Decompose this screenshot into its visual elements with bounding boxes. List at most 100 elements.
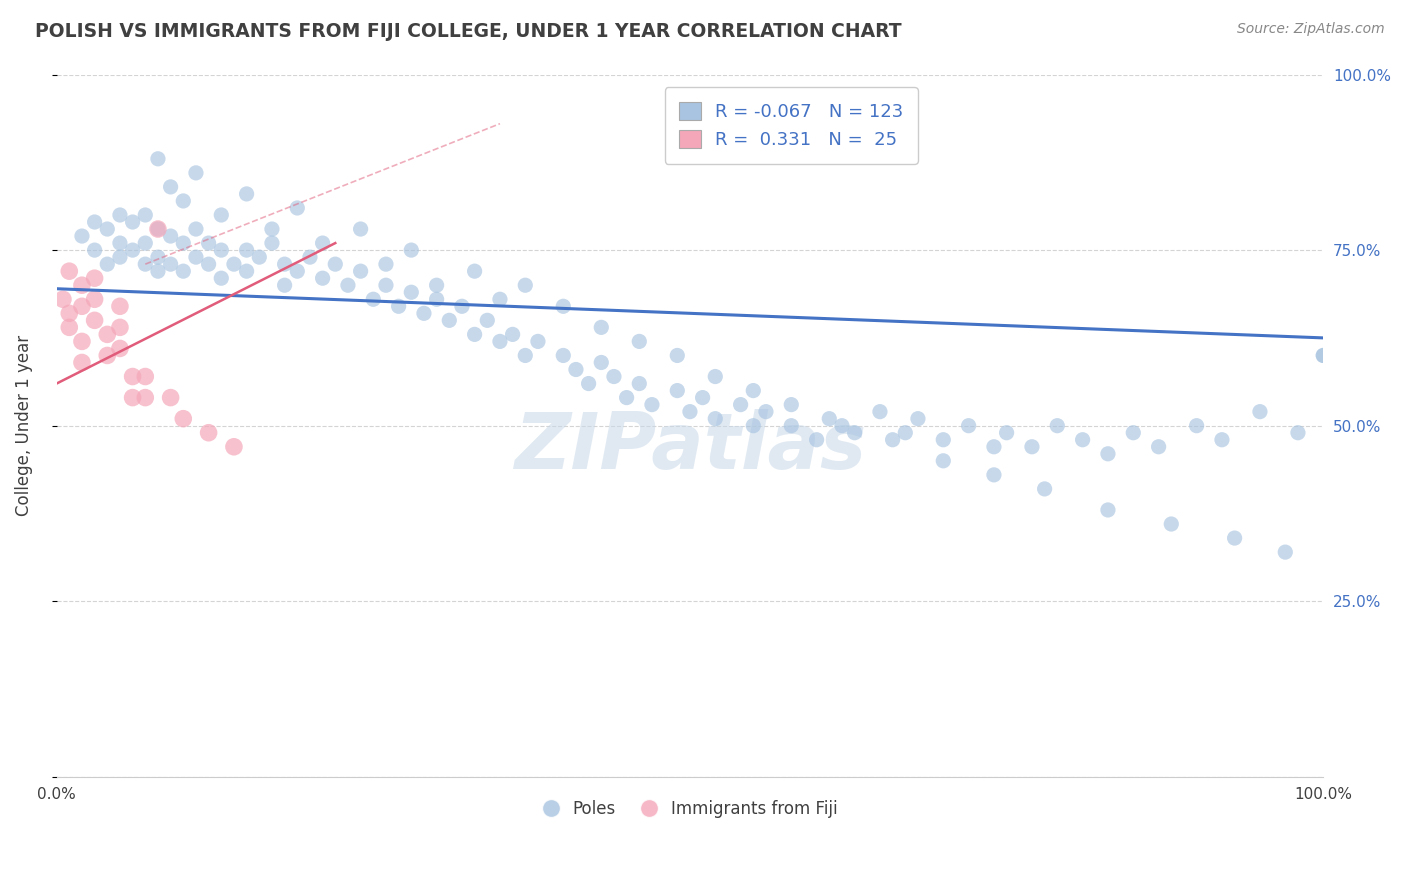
Point bbox=[831, 418, 853, 433]
Point bbox=[134, 208, 156, 222]
Point bbox=[260, 236, 283, 251]
Point bbox=[1312, 348, 1334, 362]
Point bbox=[172, 264, 194, 278]
Point bbox=[70, 299, 93, 313]
Point bbox=[983, 467, 1005, 482]
Point bbox=[172, 194, 194, 208]
Point bbox=[1071, 433, 1094, 447]
Point bbox=[209, 271, 232, 285]
Point bbox=[591, 320, 613, 334]
Point bbox=[247, 250, 270, 264]
Point bbox=[70, 229, 93, 244]
Point bbox=[666, 348, 689, 362]
Point bbox=[426, 278, 449, 293]
Point bbox=[121, 215, 143, 229]
Point bbox=[70, 278, 93, 293]
Point bbox=[197, 257, 219, 271]
Point bbox=[83, 243, 105, 257]
Point bbox=[108, 299, 131, 313]
Point bbox=[184, 250, 207, 264]
Point bbox=[197, 236, 219, 251]
Point bbox=[96, 327, 118, 342]
Y-axis label: College, Under 1 year: College, Under 1 year bbox=[15, 335, 32, 516]
Point bbox=[222, 257, 245, 271]
Point bbox=[146, 222, 169, 236]
Point bbox=[869, 404, 891, 418]
Point bbox=[121, 243, 143, 257]
Point bbox=[692, 391, 714, 405]
Point bbox=[995, 425, 1018, 440]
Point bbox=[108, 208, 131, 222]
Point bbox=[235, 243, 257, 257]
Point bbox=[285, 264, 308, 278]
Point bbox=[932, 433, 955, 447]
Point bbox=[742, 384, 765, 398]
Point bbox=[439, 313, 461, 327]
Point bbox=[666, 384, 689, 398]
Point bbox=[108, 250, 131, 264]
Point bbox=[983, 440, 1005, 454]
Point bbox=[1185, 418, 1208, 433]
Text: ZIPatlas: ZIPatlas bbox=[513, 409, 866, 484]
Point bbox=[1160, 516, 1182, 531]
Point bbox=[209, 243, 232, 257]
Point bbox=[464, 264, 486, 278]
Point bbox=[121, 391, 143, 405]
Point bbox=[578, 376, 600, 391]
Point bbox=[704, 411, 727, 425]
Point bbox=[907, 411, 929, 425]
Point bbox=[489, 293, 512, 307]
Point bbox=[159, 180, 181, 194]
Point bbox=[780, 398, 803, 412]
Point bbox=[957, 418, 980, 433]
Point bbox=[1223, 531, 1246, 545]
Point bbox=[172, 236, 194, 251]
Point bbox=[1097, 447, 1119, 461]
Point bbox=[58, 306, 80, 320]
Point bbox=[780, 418, 803, 433]
Point bbox=[401, 243, 423, 257]
Point bbox=[146, 152, 169, 166]
Point bbox=[146, 222, 169, 236]
Point bbox=[184, 222, 207, 236]
Point bbox=[134, 257, 156, 271]
Point bbox=[134, 369, 156, 384]
Point bbox=[58, 264, 80, 278]
Point bbox=[1211, 433, 1233, 447]
Point bbox=[323, 257, 346, 271]
Point bbox=[361, 293, 384, 307]
Point bbox=[298, 250, 321, 264]
Point bbox=[134, 236, 156, 251]
Point bbox=[311, 236, 333, 251]
Point bbox=[628, 334, 651, 349]
Point bbox=[844, 425, 866, 440]
Point bbox=[553, 299, 575, 313]
Text: Source: ZipAtlas.com: Source: ZipAtlas.com bbox=[1237, 22, 1385, 37]
Point bbox=[311, 271, 333, 285]
Point bbox=[222, 440, 245, 454]
Point bbox=[96, 348, 118, 362]
Point bbox=[894, 425, 917, 440]
Point bbox=[235, 264, 257, 278]
Point bbox=[451, 299, 474, 313]
Point bbox=[108, 320, 131, 334]
Point bbox=[374, 257, 396, 271]
Point bbox=[52, 293, 75, 307]
Point bbox=[83, 215, 105, 229]
Point bbox=[1274, 545, 1296, 559]
Point bbox=[1312, 348, 1334, 362]
Point bbox=[134, 391, 156, 405]
Point bbox=[565, 362, 588, 376]
Point bbox=[515, 278, 537, 293]
Point bbox=[603, 369, 626, 384]
Point bbox=[1147, 440, 1170, 454]
Point bbox=[83, 293, 105, 307]
Point bbox=[83, 271, 105, 285]
Point bbox=[96, 257, 118, 271]
Point bbox=[1033, 482, 1056, 496]
Point bbox=[172, 411, 194, 425]
Point bbox=[146, 264, 169, 278]
Point bbox=[70, 355, 93, 369]
Point bbox=[146, 250, 169, 264]
Point bbox=[58, 320, 80, 334]
